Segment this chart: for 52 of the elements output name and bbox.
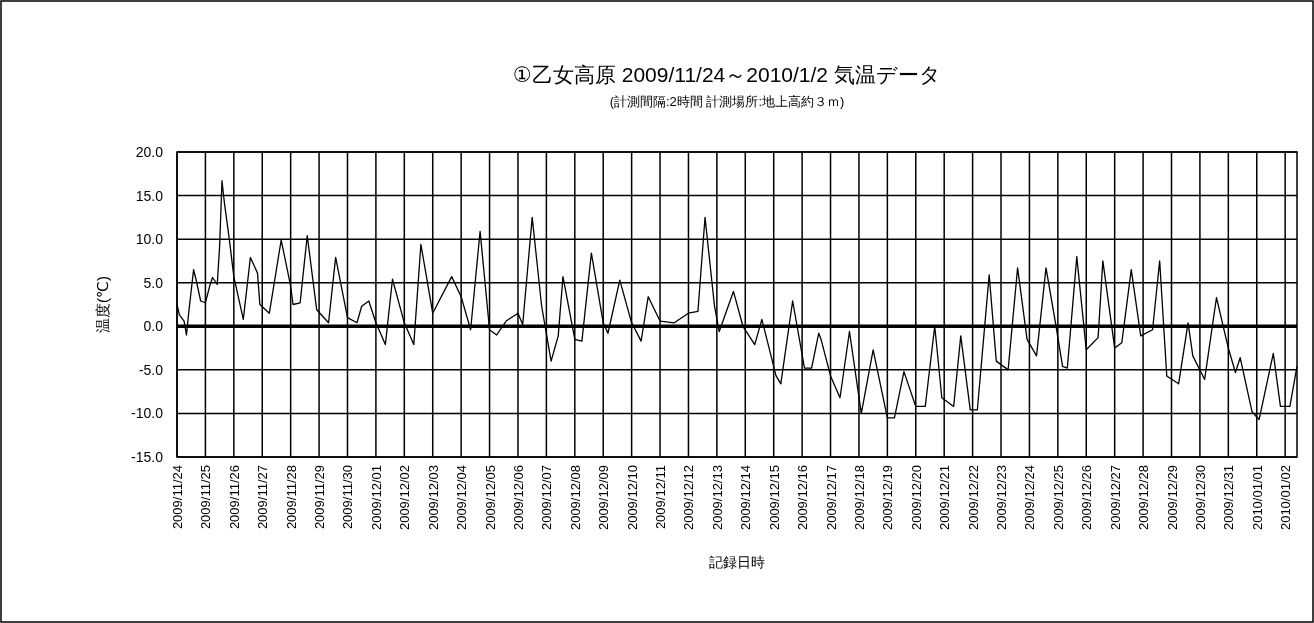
x-tick-label: 2009/11/25 (198, 465, 214, 530)
x-tick-label: 2009/11/29 (312, 465, 328, 530)
y-tick-label: 10.0 (135, 231, 164, 248)
x-tick-label: 2009/12/01 (368, 465, 384, 531)
x-tick-label: 2009/12/14 (738, 465, 754, 531)
x-tick-label: 2009/11/30 (340, 465, 356, 530)
x-tick-label: 2009/12/21 (937, 465, 953, 531)
x-tick-label: 2009/11/27 (255, 465, 271, 530)
x-tick-label: 2010/01/01 (1249, 465, 1265, 531)
y-tick-label: -15.0 (131, 449, 164, 465)
x-tick-label: 2009/12/22 (965, 465, 981, 531)
y-tick-label: 20.0 (135, 144, 164, 160)
x-tick-label: 2009/12/30 (1192, 465, 1208, 531)
y-tick-label: 0.0 (143, 318, 164, 335)
x-tick-label: 2009/12/07 (539, 465, 555, 531)
x-tick-label: 2009/12/04 (454, 465, 470, 531)
x-tick-label: 2009/12/13 (709, 465, 725, 531)
x-tick-label: 2009/12/18 (851, 465, 867, 531)
x-tick-label: 2009/12/05 (482, 465, 498, 531)
y-tick-label: -10.0 (131, 405, 164, 422)
x-tick-label: 2009/12/26 (1079, 465, 1095, 531)
x-tick-label: 2009/12/29 (1164, 465, 1180, 531)
x-tick-label: 2009/12/19 (880, 465, 896, 531)
x-tick-label: 2009/12/23 (994, 465, 1010, 531)
chart-subtitle: (計測間隔:2時間 計測場所:地上高約３ｍ) (609, 94, 845, 109)
x-axis-title: 記録日時 (709, 554, 765, 570)
x-tick-label: 2009/12/25 (1050, 465, 1066, 531)
x-tick-label: 2010/01/02 (1278, 465, 1294, 531)
chart-title: ①乙女高原 2009/11/24～2010/1/2 気温データ (513, 63, 941, 86)
x-tick-label: 2009/12/10 (624, 465, 640, 531)
y-axis-title: 温度(℃) (94, 276, 111, 333)
y-tick-label: -5.0 (138, 361, 164, 378)
x-tick-label: 2009/11/24 (170, 465, 185, 530)
x-tick-label: 2009/11/28 (283, 465, 299, 530)
x-tick-label: 2009/12/24 (1022, 465, 1038, 531)
x-tick-label: 2009/12/12 (681, 465, 697, 531)
x-tick-label: 2009/12/08 (567, 465, 583, 531)
x-tick-label: 2009/12/06 (510, 465, 526, 531)
x-tick-label: 2009/12/03 (425, 465, 441, 531)
x-tick-label: 2009/12/20 (908, 465, 924, 531)
x-tick-label: 2009/11/26 (226, 465, 242, 530)
x-tick-label: 2009/12/15 (766, 465, 782, 531)
x-tick-label: 2009/12/16 (795, 465, 811, 531)
x-tick-label: 2009/12/11 (653, 465, 669, 530)
x-tick-label: 2009/12/28 (1136, 465, 1152, 531)
x-tick-label: 2009/12/02 (397, 465, 413, 531)
y-tick-label: 5.0 (143, 274, 164, 291)
y-tick-label: 15.0 (135, 187, 164, 204)
x-tick-label: 2009/12/17 (823, 465, 839, 531)
x-tick-label: 2009/12/09 (596, 465, 612, 531)
x-tick-label: 2009/12/31 (1221, 465, 1237, 531)
x-tick-label: 2009/12/27 (1107, 465, 1123, 531)
